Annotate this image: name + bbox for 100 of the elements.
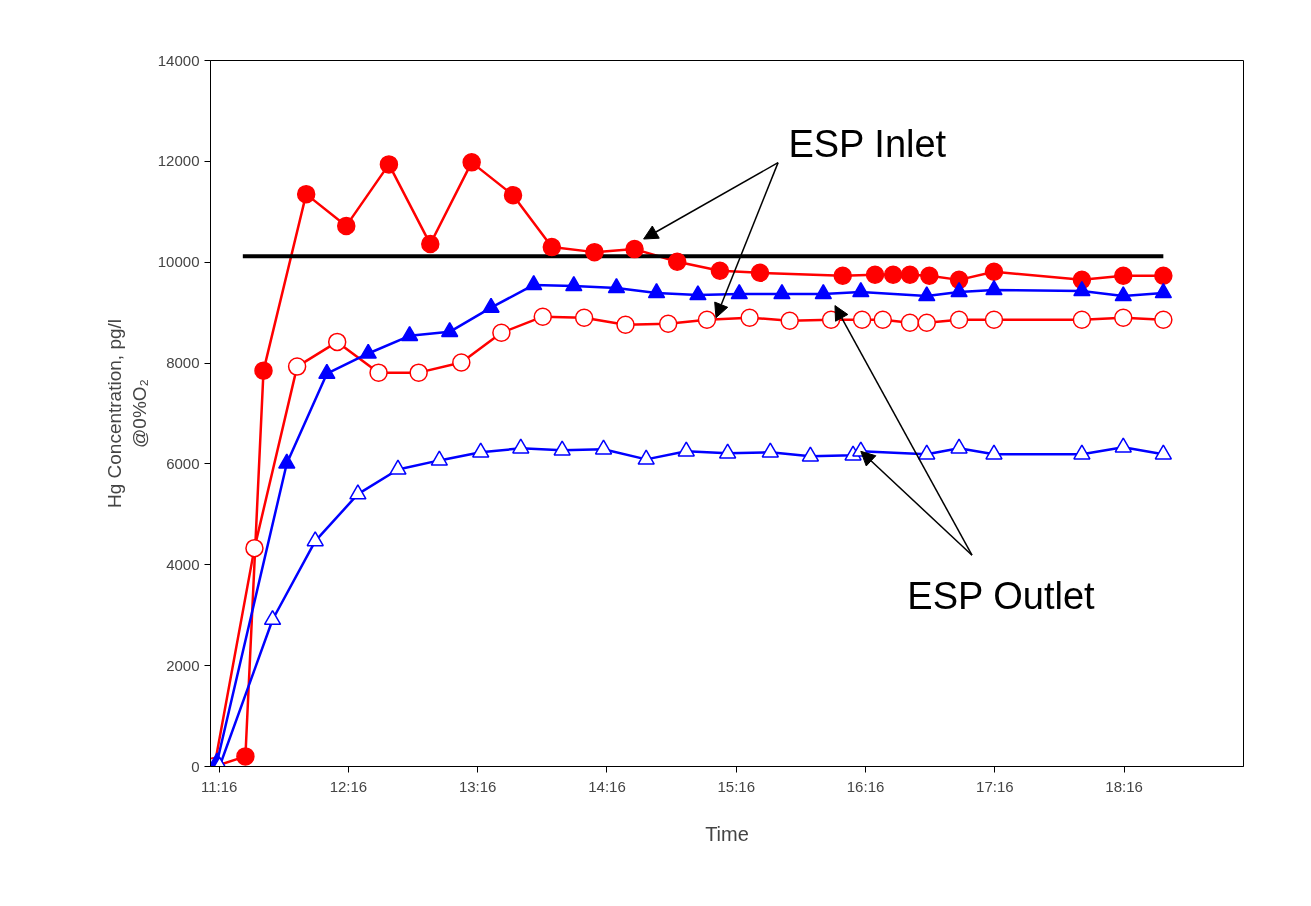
x-tick-label: 12:16 bbox=[329, 777, 368, 795]
point bbox=[359, 343, 377, 359]
point bbox=[985, 279, 1003, 296]
point bbox=[750, 263, 770, 283]
point bbox=[524, 274, 543, 291]
point bbox=[900, 313, 920, 332]
point bbox=[677, 441, 696, 457]
point bbox=[389, 459, 407, 475]
point bbox=[801, 446, 820, 462]
point bbox=[984, 262, 1004, 282]
point bbox=[689, 285, 707, 301]
point bbox=[452, 353, 471, 372]
point bbox=[718, 443, 737, 459]
x-tick-label: 11:16 bbox=[200, 777, 238, 795]
point bbox=[667, 252, 687, 271]
x-tick-label: 16:16 bbox=[846, 777, 885, 795]
point bbox=[852, 281, 870, 298]
point bbox=[647, 282, 666, 299]
point bbox=[421, 234, 440, 254]
point bbox=[337, 216, 356, 236]
point bbox=[773, 284, 791, 300]
y-tick-label: 2000 bbox=[166, 656, 200, 674]
annotation: ESP Outlet bbox=[907, 574, 1096, 617]
point bbox=[287, 357, 307, 376]
point bbox=[542, 237, 562, 257]
point bbox=[900, 265, 920, 285]
point bbox=[1154, 266, 1173, 286]
point bbox=[1073, 280, 1091, 297]
point bbox=[637, 449, 655, 465]
point bbox=[565, 275, 583, 292]
y-tick-label: 4000 bbox=[166, 555, 200, 573]
point bbox=[400, 325, 419, 342]
x-tick-label: 15:16 bbox=[717, 777, 756, 795]
y-tick-label: 6000 bbox=[166, 454, 200, 472]
point bbox=[263, 609, 282, 626]
point bbox=[254, 361, 273, 380]
y-tick-label: 10000 bbox=[157, 253, 200, 271]
point bbox=[349, 484, 367, 500]
x-tick-label: 13:16 bbox=[458, 777, 497, 795]
point bbox=[730, 284, 749, 300]
point bbox=[440, 321, 459, 338]
point bbox=[710, 261, 730, 281]
y-tick-label: 14000 bbox=[157, 51, 200, 69]
point bbox=[984, 310, 1004, 329]
point bbox=[985, 444, 1003, 460]
point bbox=[1154, 310, 1173, 329]
point bbox=[492, 323, 511, 343]
point bbox=[852, 310, 872, 329]
point bbox=[697, 310, 717, 329]
point bbox=[318, 363, 336, 380]
point bbox=[306, 531, 324, 547]
point bbox=[1114, 308, 1133, 327]
point bbox=[462, 153, 481, 172]
point bbox=[950, 438, 968, 454]
point bbox=[1154, 282, 1173, 299]
point bbox=[503, 185, 523, 205]
point bbox=[616, 315, 635, 334]
point bbox=[607, 277, 626, 294]
point bbox=[482, 297, 500, 313]
point bbox=[533, 307, 553, 326]
point bbox=[1154, 444, 1173, 460]
point bbox=[1114, 286, 1133, 302]
point bbox=[1072, 310, 1092, 329]
point bbox=[740, 308, 759, 327]
x-tick-label: 18:16 bbox=[1105, 777, 1143, 795]
point bbox=[873, 310, 893, 329]
y-tick-label: 12000 bbox=[157, 152, 200, 170]
y-tick-label: 0 bbox=[191, 757, 200, 775]
point bbox=[1114, 437, 1133, 453]
point bbox=[553, 440, 571, 456]
point bbox=[814, 284, 833, 300]
point bbox=[471, 442, 490, 458]
point bbox=[585, 242, 604, 262]
point bbox=[949, 310, 969, 329]
point bbox=[833, 266, 852, 286]
point bbox=[1114, 266, 1133, 286]
point bbox=[917, 313, 936, 332]
point bbox=[883, 265, 903, 285]
point bbox=[278, 453, 296, 469]
point bbox=[379, 155, 399, 174]
x-tick-label: 17:16 bbox=[976, 777, 1014, 795]
x-axis-title: Time bbox=[705, 822, 749, 845]
y-tick-label: 8000 bbox=[166, 354, 200, 372]
y-axis-title: Hg Concentration, pg/l @0%O₂ bbox=[103, 318, 150, 509]
point bbox=[430, 450, 449, 466]
point bbox=[296, 184, 316, 204]
point bbox=[594, 439, 613, 455]
point bbox=[950, 281, 968, 298]
point bbox=[780, 311, 799, 330]
point bbox=[327, 332, 347, 352]
point bbox=[918, 286, 936, 302]
point bbox=[658, 314, 678, 333]
point bbox=[1073, 444, 1091, 460]
point bbox=[512, 438, 530, 454]
point bbox=[761, 442, 780, 458]
point bbox=[369, 363, 388, 382]
point bbox=[865, 265, 885, 285]
x-tick-label: 14:16 bbox=[588, 777, 626, 795]
point bbox=[625, 239, 644, 259]
point bbox=[409, 363, 428, 382]
